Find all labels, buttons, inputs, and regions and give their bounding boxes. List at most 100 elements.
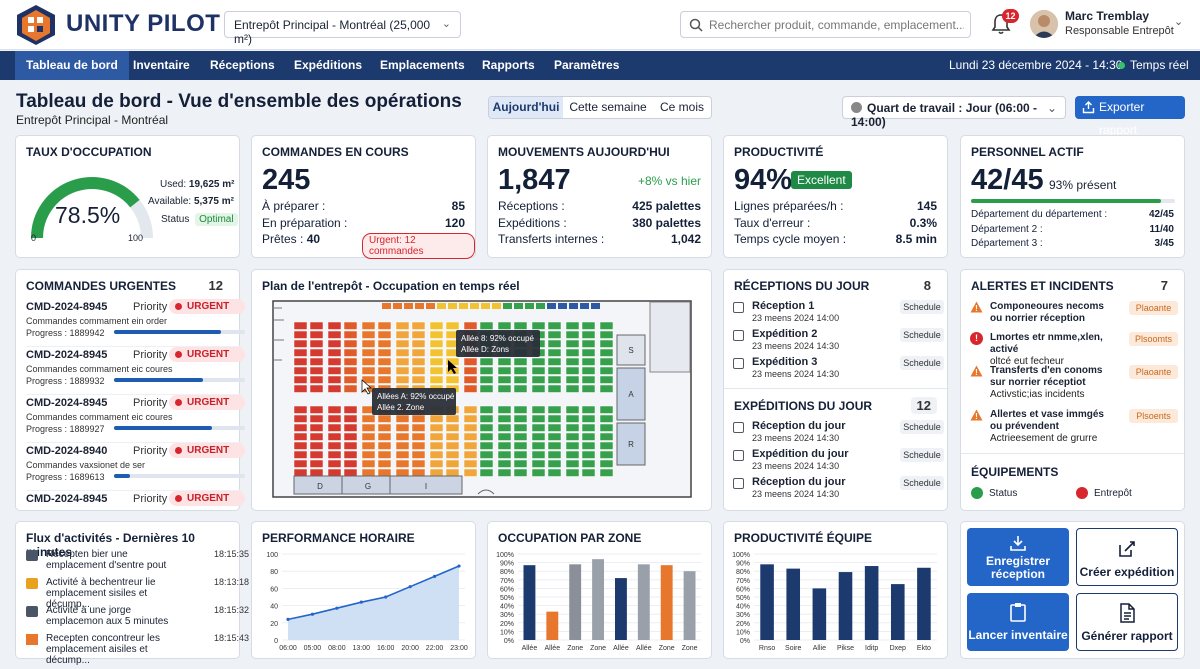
- storage-slot[interactable]: [565, 441, 580, 450]
- storage-slot[interactable]: [463, 366, 478, 375]
- nav-item-receptions[interactable]: Réceptions: [210, 58, 275, 72]
- storage-slot[interactable]: [327, 375, 342, 384]
- storage-slot[interactable]: [599, 441, 614, 450]
- storage-slot[interactable]: [411, 414, 426, 423]
- storage-slot[interactable]: [309, 468, 324, 477]
- avatar[interactable]: [1030, 10, 1058, 38]
- storage-slot[interactable]: [497, 459, 512, 468]
- bar[interactable]: [569, 564, 582, 640]
- storage-slot[interactable]: [599, 366, 614, 375]
- storage-slot[interactable]: [599, 423, 614, 432]
- storage-slot[interactable]: [395, 459, 410, 468]
- storage-slot[interactable]: [377, 450, 392, 459]
- bar[interactable]: [683, 571, 696, 640]
- storage-slot[interactable]: [361, 468, 376, 477]
- generate-report-button[interactable]: Générer rapport: [1076, 593, 1178, 651]
- nav-item-reports[interactable]: Rapports: [482, 58, 535, 72]
- storage-slot[interactable]: [513, 405, 528, 414]
- storage-slot[interactable]: [361, 348, 376, 357]
- storage-slot[interactable]: [343, 330, 358, 339]
- storage-slot[interactable]: [599, 432, 614, 441]
- storage-slot[interactable]: [513, 441, 528, 450]
- storage-slot[interactable]: [429, 321, 444, 330]
- storage-slot[interactable]: [581, 459, 596, 468]
- storage-slot[interactable]: [361, 321, 376, 330]
- storage-slot[interactable]: [293, 357, 308, 366]
- storage-slot[interactable]: [343, 366, 358, 375]
- zone-block[interactable]: [616, 422, 646, 466]
- storage-slot[interactable]: [361, 414, 376, 423]
- storage-slot[interactable]: [565, 450, 580, 459]
- user-menu-chevron-icon[interactable]: ⌄: [1174, 16, 1184, 28]
- bar[interactable]: [838, 572, 853, 640]
- storage-slot[interactable]: [463, 384, 478, 393]
- storage-slot[interactable]: [293, 450, 308, 459]
- storage-slot[interactable]: [581, 375, 596, 384]
- storage-slot[interactable]: [293, 339, 308, 348]
- storage-slot[interactable]: [445, 414, 460, 423]
- storage-slot[interactable]: [361, 366, 376, 375]
- storage-slot[interactable]: [377, 441, 392, 450]
- storage-slot[interactable]: [395, 423, 410, 432]
- storage-slot[interactable]: [547, 468, 562, 477]
- storage-slot[interactable]: [531, 366, 546, 375]
- dock-slot[interactable]: [536, 303, 545, 309]
- storage-slot[interactable]: [361, 357, 376, 366]
- period-today[interactable]: Aujourd'hui: [489, 97, 563, 118]
- storage-slot[interactable]: [497, 357, 512, 366]
- storage-slot[interactable]: [429, 414, 444, 423]
- storage-slot[interactable]: [293, 441, 308, 450]
- storage-slot[interactable]: [479, 441, 494, 450]
- storage-slot[interactable]: [309, 459, 324, 468]
- storage-slot[interactable]: [531, 432, 546, 441]
- storage-slot[interactable]: [599, 348, 614, 357]
- storage-slot[interactable]: [445, 468, 460, 477]
- storage-slot[interactable]: [343, 375, 358, 384]
- storage-slot[interactable]: [309, 366, 324, 375]
- storage-slot[interactable]: [361, 459, 376, 468]
- data-point[interactable]: [384, 595, 388, 599]
- storage-slot[interactable]: [513, 414, 528, 423]
- storage-slot[interactable]: [293, 432, 308, 441]
- storage-slot[interactable]: [293, 384, 308, 393]
- storage-slot[interactable]: [531, 375, 546, 384]
- data-point[interactable]: [359, 600, 363, 604]
- storage-slot[interactable]: [513, 423, 528, 432]
- dock-slot[interactable]: [591, 303, 600, 309]
- bar[interactable]: [864, 566, 879, 640]
- storage-slot[interactable]: [429, 459, 444, 468]
- storage-slot[interactable]: [581, 339, 596, 348]
- storage-slot[interactable]: [497, 366, 512, 375]
- storage-slot[interactable]: [411, 441, 426, 450]
- storage-slot[interactable]: [565, 330, 580, 339]
- storage-slot[interactable]: [599, 414, 614, 423]
- shipments-item[interactable]: Réception du jour 23 meens 2024 14:30 Sc…: [733, 420, 944, 448]
- storage-slot[interactable]: [599, 450, 614, 459]
- storage-slot[interactable]: [513, 384, 528, 393]
- storage-slot[interactable]: [513, 321, 528, 330]
- storage-slot[interactable]: [581, 432, 596, 441]
- storage-slot[interactable]: [343, 357, 358, 366]
- dock-slot[interactable]: [382, 303, 391, 309]
- storage-slot[interactable]: [429, 330, 444, 339]
- storage-slot[interactable]: [581, 423, 596, 432]
- storage-slot[interactable]: [293, 375, 308, 384]
- register-reception-button[interactable]: Enregistrer réception: [967, 528, 1069, 586]
- storage-slot[interactable]: [309, 450, 324, 459]
- storage-slot[interactable]: [361, 450, 376, 459]
- storage-slot[interactable]: [343, 441, 358, 450]
- urgent-order-row[interactable]: CMD-2024-8940 Priority URGENT Commandes …: [26, 443, 245, 491]
- storage-slot[interactable]: [429, 450, 444, 459]
- storage-slot[interactable]: [377, 375, 392, 384]
- storage-slot[interactable]: [479, 405, 494, 414]
- storage-slot[interactable]: [327, 339, 342, 348]
- storage-slot[interactable]: [479, 414, 494, 423]
- urgent-order-row[interactable]: CMD-2024-8945 Priority URGENT Commandes …: [26, 299, 245, 347]
- storage-slot[interactable]: [531, 414, 546, 423]
- storage-slot[interactable]: [377, 414, 392, 423]
- dock-slot[interactable]: [459, 303, 468, 309]
- storage-slot[interactable]: [395, 366, 410, 375]
- storage-slot[interactable]: [497, 375, 512, 384]
- storage-slot[interactable]: [429, 348, 444, 357]
- data-point[interactable]: [335, 606, 339, 610]
